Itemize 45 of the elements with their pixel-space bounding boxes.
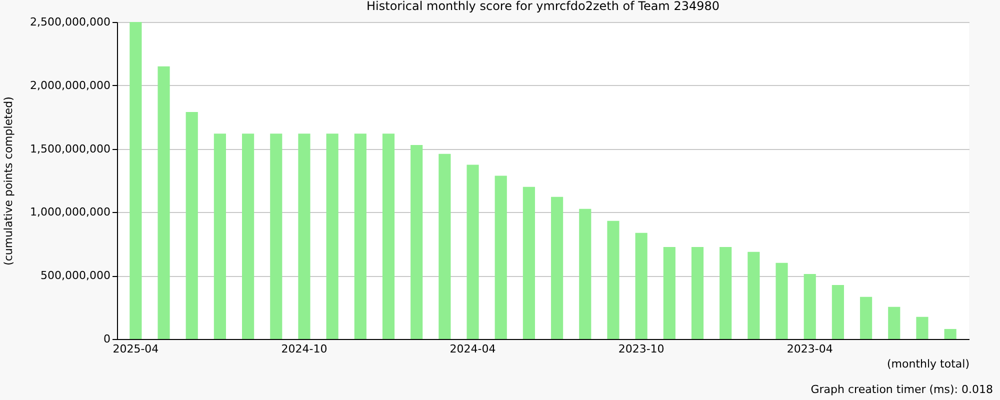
bar	[438, 154, 451, 339]
bar	[410, 144, 423, 339]
y-tick-label: 0	[104, 332, 110, 346]
bar	[748, 252, 760, 339]
bar	[466, 164, 479, 339]
bar	[382, 134, 395, 339]
x-tick-label: 2023-10	[618, 342, 664, 356]
bar	[494, 176, 507, 339]
y-axis-title: (cumulative points completed)	[2, 96, 16, 266]
y-tick-label: 1,500,000,000	[30, 142, 110, 156]
bar	[944, 328, 956, 339]
bar	[607, 220, 620, 339]
bar	[888, 306, 900, 339]
bar	[635, 232, 648, 339]
bar	[214, 134, 226, 339]
x-tick-label: 2024-04	[450, 342, 496, 356]
bar	[130, 22, 142, 339]
x-axis-title: (monthly total)	[887, 358, 970, 370]
x-tick-label: 2025-04	[112, 342, 159, 356]
bar	[860, 296, 872, 339]
bar	[776, 262, 788, 339]
bar	[720, 246, 732, 339]
bar	[551, 196, 564, 339]
bar	[691, 246, 704, 339]
bar	[663, 246, 676, 339]
y-tick-label: 2,500,000,000	[30, 16, 110, 28]
bar	[186, 112, 198, 339]
y-tick-label: 500,000,000	[40, 269, 110, 282]
bar	[298, 134, 310, 339]
bar	[522, 186, 535, 339]
bar	[916, 316, 928, 339]
bar	[270, 134, 282, 339]
bar	[326, 134, 338, 339]
bar	[158, 66, 170, 339]
text: Graph creation timer (ms): 0.018	[810, 383, 993, 396]
y-tick-label: 1,000,000,000	[30, 206, 110, 219]
y-tick-label: 2,000,000,000	[30, 78, 110, 92]
bar	[242, 134, 254, 339]
bar	[832, 284, 844, 339]
x-tick-label: 2023-04	[786, 342, 833, 356]
chart-title: Historical monthly score for ymrcfdo2zeth of Team 234980	[366, 0, 720, 13]
x-tick-label: 2024-10	[281, 342, 328, 356]
bar	[354, 134, 366, 339]
bar	[804, 274, 816, 339]
bar	[579, 208, 592, 339]
